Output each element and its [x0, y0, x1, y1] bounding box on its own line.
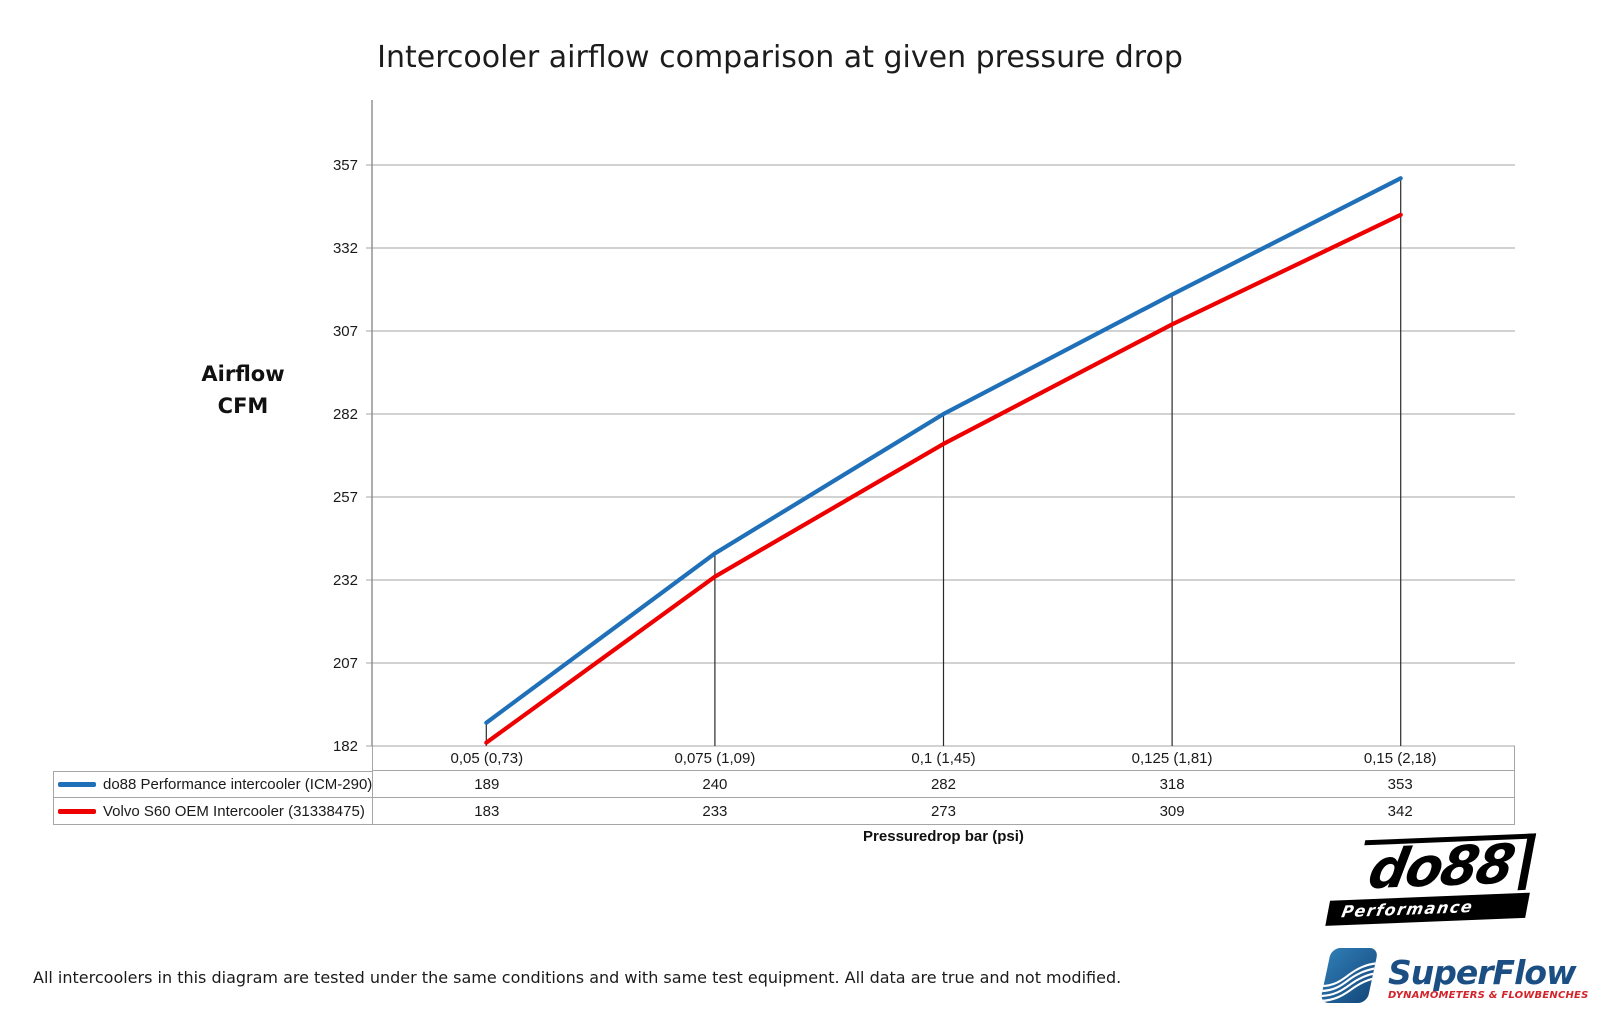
y-tick-label-257: 257	[333, 489, 358, 506]
y-tick-label-332: 332	[333, 240, 358, 257]
footnote: All intercoolers in this diagram are tes…	[33, 968, 1122, 987]
superflow-logo: SuperFlow DYNAMOMETERS & FLOWBENCHES	[1318, 946, 1589, 1006]
x-category-label-2: 0,075 (1,09)	[600, 746, 830, 771]
value-cell-s2-c4: 309	[1057, 798, 1287, 825]
legend-swatch-line	[58, 782, 96, 787]
series-line-1	[484, 176, 1403, 725]
value-cell-s1-c5: 353	[1286, 771, 1515, 798]
series-line-2	[484, 212, 1403, 745]
y-axis-title-line2: CFM	[217, 394, 269, 418]
value-cell-s1-c3: 282	[829, 771, 1058, 798]
do88-logo-text: do88	[1363, 832, 1519, 902]
value-cell-s1-c2: 240	[600, 771, 830, 798]
series-legend-cell-2: Volvo S60 OEM Intercooler (31338475)	[53, 798, 372, 825]
value-cell-s2-c5: 342	[1286, 798, 1515, 825]
superflow-logo-textblock: SuperFlow DYNAMOMETERS & FLOWBENCHES	[1388, 956, 1589, 1001]
value-cell-s2-c2: 233	[600, 798, 830, 825]
x-category-label-4: 0,125 (1,81)	[1057, 746, 1287, 771]
series-legend-cell-1: do88 Performance intercooler (ICM-290)	[53, 771, 372, 798]
value-cell-s1-c1: 189	[372, 771, 601, 798]
do88-logo-inner: do88 Performance	[1325, 832, 1561, 926]
table-corner-cell	[53, 746, 372, 771]
superflow-logo-text: SuperFlow	[1388, 953, 1577, 992]
superflow-wave-icon	[1319, 948, 1379, 1003]
y-tick-label-207: 207	[333, 655, 358, 672]
y-tick-label-182: 182	[333, 738, 358, 755]
chart-title: Intercooler airflow comparison at given …	[377, 40, 1183, 75]
x-category-label-5: 0,15 (2,18)	[1286, 746, 1515, 771]
legend-swatch-line	[58, 808, 96, 814]
data-table: 0,05 (0,73) 0,075 (1,09) 0,1 (1,45) 0,125 (…	[53, 746, 1515, 825]
do88-logo: do88 Performance	[1322, 832, 1545, 926]
y-tick-label-232: 232	[333, 572, 358, 589]
x-category-label-1: 0,05 (0,73)	[372, 746, 601, 771]
y-axis-title-line1: Airflow	[201, 362, 285, 386]
y-tick-label-307: 307	[333, 323, 358, 340]
do88-logo-frame: do88	[1354, 832, 1537, 902]
x-category-label-3: 0,1 (1,45)	[829, 746, 1058, 771]
x-axis-title: Pressuredrop bar (psi)	[863, 828, 1024, 845]
y-tick-label-282: 282	[333, 406, 358, 423]
superflow-logo-tagline: DYNAMOMETERS & FLOWBENCHES	[1388, 990, 1589, 1001]
series-name-label: do88 Performance intercooler (ICM-290)	[103, 776, 373, 793]
series-name-label: Volvo S60 OEM Intercooler (31338475)	[103, 802, 365, 820]
y-tick-label-357: 357	[333, 157, 358, 174]
y-axis-title: Airflow CFM	[153, 358, 333, 422]
value-cell-s2-c1: 183	[372, 798, 601, 825]
value-cell-s2-c3: 273	[829, 798, 1058, 825]
value-cell-s1-c4: 318	[1057, 771, 1287, 798]
